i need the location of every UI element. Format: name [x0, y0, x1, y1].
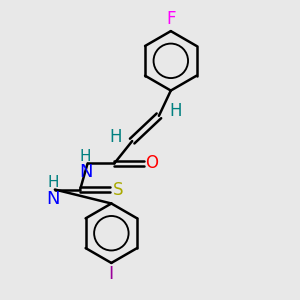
- Text: O: O: [145, 154, 158, 172]
- Text: F: F: [166, 10, 176, 28]
- Text: N: N: [46, 190, 60, 208]
- Text: H: H: [47, 176, 58, 190]
- Text: S: S: [112, 181, 123, 199]
- Text: H: H: [110, 128, 122, 146]
- Text: H: H: [80, 149, 91, 164]
- Text: N: N: [79, 164, 92, 181]
- Text: H: H: [169, 102, 182, 120]
- Text: I: I: [109, 265, 114, 283]
